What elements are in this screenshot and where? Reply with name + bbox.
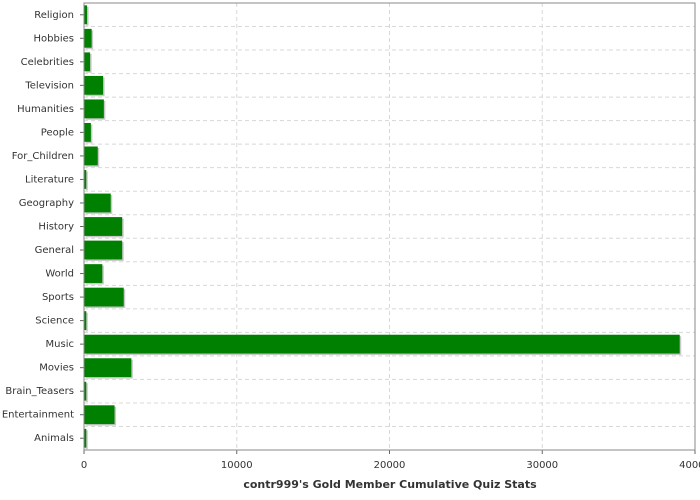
bar: [84, 334, 680, 354]
y-tick-label: Movies: [39, 363, 74, 374]
x-axis-label: contr999's Gold Member Cumulative Quiz S…: [243, 478, 537, 491]
x-tick-label: 0: [81, 460, 87, 471]
bar: [84, 381, 87, 401]
bar: [84, 146, 98, 166]
y-tick-label: Sports: [42, 292, 74, 303]
bar: [84, 5, 88, 25]
x-tick-label: 40000: [679, 460, 700, 471]
bar-shadow: [85, 383, 88, 403]
y-tick-label: World: [45, 269, 74, 280]
x-tick-label: 20000: [374, 460, 406, 471]
y-tick-label: History: [38, 222, 74, 233]
y-tick-label: Celebrities: [21, 57, 74, 68]
x-tick-label: 10000: [221, 460, 253, 471]
y-tick-label: Literature: [25, 174, 74, 185]
x-tick-label: 30000: [526, 460, 558, 471]
y-tick-label: Entertainment: [2, 410, 74, 421]
y-tick-label: Geography: [19, 198, 74, 209]
y-tick-label: General: [35, 245, 74, 256]
bar: [84, 428, 87, 448]
bar: [84, 217, 123, 236]
y-tick-label: Animals: [34, 433, 74, 444]
y-tick-label: People: [41, 127, 74, 138]
bar-shadow: [85, 430, 88, 450]
y-tick-label: For_Children: [12, 151, 74, 162]
bar: [84, 358, 132, 378]
bar: [84, 28, 92, 48]
bar: [84, 75, 104, 95]
bar: [84, 193, 111, 213]
bar-shadow: [85, 312, 88, 332]
bar: [84, 264, 103, 283]
bar: [84, 287, 124, 307]
bar: [84, 240, 123, 260]
bar: [84, 405, 115, 425]
plot-frame: [83, 2, 696, 451]
y-tick-label: Hobbies: [34, 33, 74, 44]
bar: [84, 311, 87, 331]
y-tick-label: Music: [46, 339, 74, 350]
y-tick-label: Humanities: [17, 104, 74, 115]
bar: [84, 170, 87, 189]
bar-shadow: [85, 171, 88, 191]
bar: [84, 52, 91, 72]
y-tick-label: Brain_Teasers: [5, 386, 74, 397]
y-tick-label: Television: [24, 80, 74, 91]
bar: [84, 122, 91, 142]
y-tick-label: Science: [35, 316, 74, 327]
bar: [84, 99, 104, 119]
y-tick-label: Religion: [34, 10, 74, 21]
